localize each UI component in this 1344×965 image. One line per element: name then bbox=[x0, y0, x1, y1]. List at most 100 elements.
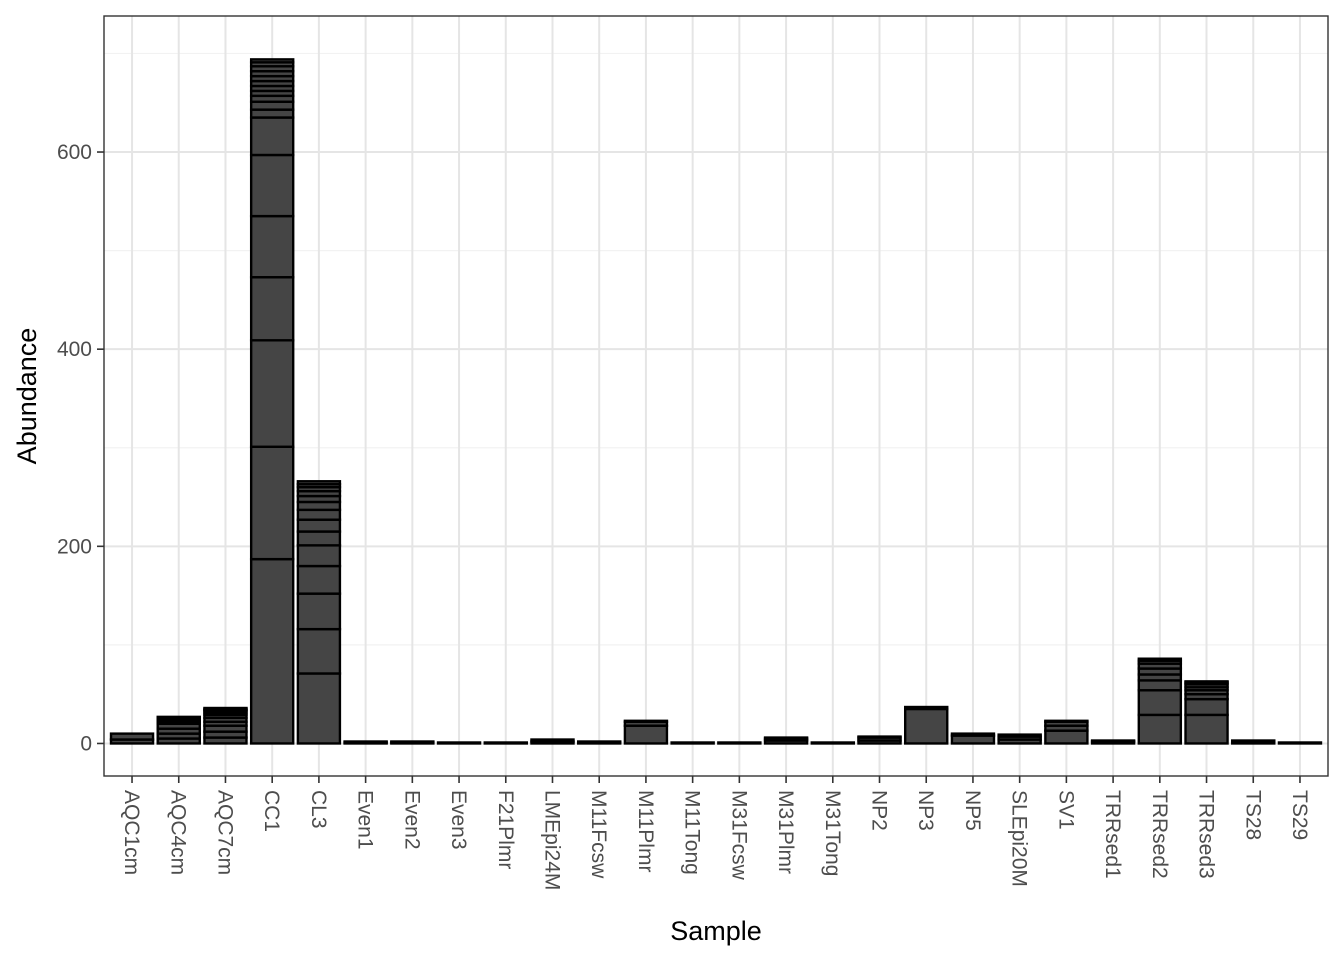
bar-segment bbox=[623, 724, 669, 745]
bar-segment bbox=[249, 153, 295, 218]
bar-segment bbox=[1137, 679, 1183, 692]
x-tick-label: Even1 bbox=[354, 790, 377, 850]
y-tick-label: 400 bbox=[57, 338, 92, 361]
bar-TRRsed3 bbox=[1184, 680, 1229, 745]
bar-NP3 bbox=[904, 705, 949, 745]
bar-M31Plmr bbox=[763, 736, 809, 745]
bar-M11Fcsw bbox=[576, 740, 622, 745]
bar-F21Plmr bbox=[483, 741, 528, 745]
bar-Even1 bbox=[343, 740, 388, 745]
bar-segment bbox=[249, 339, 295, 448]
bar-segment bbox=[1277, 741, 1323, 745]
bar-segment bbox=[249, 116, 295, 157]
bar-segment bbox=[623, 719, 669, 723]
x-tick-label: TRRsed1 bbox=[1101, 790, 1124, 879]
bar-segment bbox=[249, 214, 295, 279]
bar-SV1 bbox=[1044, 719, 1089, 745]
x-tick-label: M31Tong bbox=[821, 790, 844, 876]
grid-lines bbox=[104, 16, 1328, 776]
bar-segment bbox=[296, 480, 342, 486]
y-axis: 0 200 400 600 bbox=[57, 141, 104, 755]
y-tick-label: 200 bbox=[57, 535, 92, 558]
x-tick-label: AQC1cm bbox=[120, 790, 143, 875]
x-tick-label: NP3 bbox=[914, 790, 937, 831]
x-tick-label: TRRsed3 bbox=[1195, 790, 1218, 879]
x-tick-label: TRRsed2 bbox=[1148, 790, 1171, 879]
bar-segment bbox=[857, 735, 902, 739]
bar-segment bbox=[950, 732, 996, 737]
bar-segment bbox=[296, 592, 342, 631]
x-tick-label: AQC7cm bbox=[213, 790, 236, 875]
x-tick-label: M11Tong bbox=[681, 790, 704, 875]
bar-segment bbox=[717, 741, 762, 745]
bar-segment bbox=[1137, 657, 1183, 662]
bar-segment bbox=[296, 530, 342, 547]
bar-AQC4cm bbox=[156, 715, 201, 745]
y-tick-label: 600 bbox=[57, 141, 92, 164]
bar-segment bbox=[576, 740, 622, 744]
bar-TS28 bbox=[1231, 739, 1276, 745]
bar-M31Fcsw bbox=[717, 741, 762, 745]
bar-Even2 bbox=[390, 740, 435, 745]
bar-segment bbox=[1184, 697, 1229, 717]
bar-segment bbox=[296, 564, 342, 595]
bar-segment bbox=[1137, 689, 1183, 717]
bar-segment bbox=[296, 518, 342, 533]
x-tick-label: LMEpi24M bbox=[540, 790, 563, 890]
bars bbox=[109, 58, 1323, 745]
bar-segment bbox=[904, 705, 949, 711]
x-tick-label: SLEpi20M bbox=[1008, 790, 1031, 887]
x-tick-label: CL3 bbox=[307, 790, 330, 829]
bar-segment bbox=[249, 276, 295, 342]
bar-TRRsed1 bbox=[1090, 739, 1136, 745]
bar-segment bbox=[1044, 729, 1089, 745]
bar-TRRsed2 bbox=[1137, 657, 1183, 745]
x-tick-label: NP2 bbox=[868, 790, 891, 831]
bar-M31Tong bbox=[810, 741, 856, 745]
bar-NP5 bbox=[950, 732, 996, 745]
bar-segment bbox=[530, 738, 575, 743]
bar-segment bbox=[343, 740, 388, 744]
bar-segment bbox=[1044, 719, 1089, 723]
bar-segment bbox=[296, 544, 342, 568]
bar-segment bbox=[1184, 713, 1229, 745]
bar-segment bbox=[483, 741, 528, 745]
bar-segment bbox=[156, 715, 201, 720]
x-tick-label: AQC4cm bbox=[167, 790, 190, 875]
bar-M11Tong bbox=[670, 741, 715, 745]
panel-frame bbox=[103, 15, 1329, 777]
x-tick-label: Even3 bbox=[447, 790, 470, 850]
x-tick-label: NP5 bbox=[961, 790, 984, 831]
bar-segment bbox=[1231, 739, 1276, 743]
bar-segment bbox=[1090, 739, 1136, 743]
bar-segment bbox=[390, 740, 435, 744]
bar-NP2 bbox=[857, 735, 902, 745]
x-tick-label: CC1 bbox=[260, 790, 283, 832]
bar-segment bbox=[670, 741, 715, 745]
x-tick-label: M11Fcsw bbox=[587, 790, 610, 879]
bar-segment bbox=[249, 58, 295, 64]
y-axis-title: Abundance bbox=[12, 328, 42, 465]
x-tick-label: F21Plmr bbox=[494, 790, 517, 869]
bar-segment bbox=[1137, 713, 1183, 745]
bar-AQC7cm bbox=[203, 706, 248, 745]
x-tick-label: TS29 bbox=[1288, 790, 1311, 840]
bar-segment bbox=[904, 707, 949, 745]
bar-segment bbox=[109, 732, 155, 741]
x-tick-label: M31Plmr bbox=[774, 790, 797, 874]
bar-segment bbox=[810, 741, 856, 745]
y-tick-label: 0 bbox=[80, 732, 92, 755]
bar-segment bbox=[296, 672, 342, 745]
bar-segment bbox=[1184, 680, 1229, 684]
bar-CL3 bbox=[296, 480, 342, 745]
bar-LMEpi24M bbox=[530, 738, 575, 745]
bar-segment bbox=[249, 557, 295, 745]
bar-AQC1cm bbox=[109, 732, 155, 745]
bar-segment bbox=[296, 627, 342, 675]
bar-segment bbox=[436, 741, 482, 745]
x-tick-label: Even2 bbox=[400, 790, 423, 850]
x-axis-title: Sample bbox=[670, 916, 762, 946]
x-axis: AQC1cm AQC4cm AQC7cm CC1 CL3 Even1 Even2 Even3 F… bbox=[120, 776, 1311, 890]
